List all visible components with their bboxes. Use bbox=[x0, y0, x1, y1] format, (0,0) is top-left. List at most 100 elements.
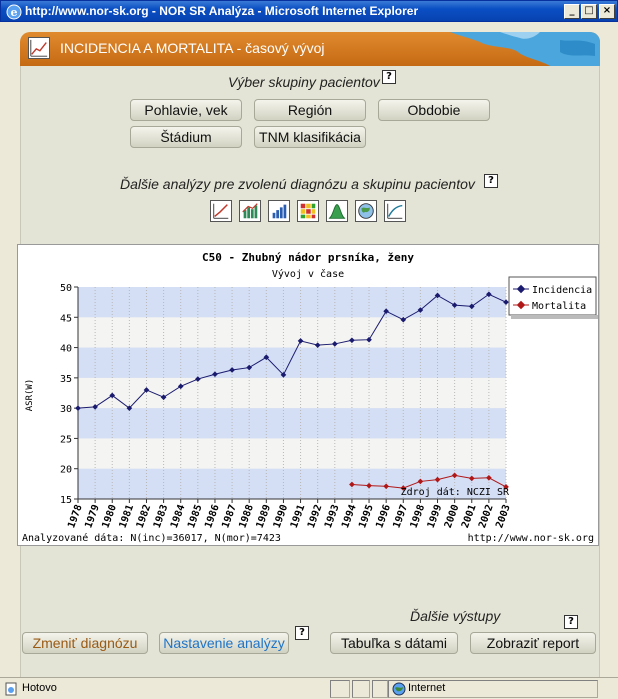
chart-footer-right: http://www.nor-sk.org bbox=[468, 533, 594, 544]
x-tick-label: 1982 bbox=[135, 503, 154, 529]
bar-chart-icon[interactable] bbox=[268, 200, 290, 222]
legend-box bbox=[508, 276, 597, 316]
x-tick-label: 1993 bbox=[323, 503, 342, 529]
status-segment-2 bbox=[352, 680, 370, 698]
x-tick-label: 1990 bbox=[272, 503, 291, 529]
stage-button[interactable]: Štádium bbox=[130, 126, 242, 148]
chart-footer-left: Analyzované dáta: N(inc)=36017, N(mor)=7… bbox=[22, 532, 281, 544]
heatmap-icon[interactable] bbox=[297, 200, 319, 222]
map-globe-icon[interactable] bbox=[355, 200, 377, 222]
data-point-incidencia bbox=[92, 404, 98, 410]
window-title: http://www.nor-sk.org - NOR SR Analýza -… bbox=[25, 4, 419, 18]
y-tick-label: 30 bbox=[60, 404, 72, 415]
change-diagnosis-button[interactable]: Zmeniť diagnózu bbox=[22, 632, 148, 654]
x-tick-label: 1998 bbox=[409, 503, 428, 529]
data-point-incidencia bbox=[366, 336, 372, 343]
maximize-button[interactable]: □ bbox=[581, 4, 597, 19]
status-zone-segment bbox=[388, 680, 598, 698]
data-table-button[interactable]: Tabuľka s dátami bbox=[330, 632, 458, 654]
data-point-mortalita bbox=[417, 478, 424, 485]
data-point-mortalita bbox=[486, 474, 492, 481]
x-tick-label: 1981 bbox=[118, 503, 137, 529]
tnm-classification-button[interactable]: TNM klasifikácia bbox=[254, 126, 366, 148]
page-done-icon bbox=[5, 682, 17, 696]
x-tick-label: 1994 bbox=[340, 503, 359, 529]
x-tick-label: 1979 bbox=[83, 503, 102, 529]
status-text: Hotovo bbox=[22, 682, 57, 694]
outputs-help-icon[interactable]: ? bbox=[564, 615, 578, 629]
chart-panel: C50 - Zhubný nádor prsníka, ženy Vývoj v… bbox=[17, 244, 599, 546]
outputs-label: Ďalšie výstupy bbox=[410, 608, 501, 624]
source-note: Zdroj dát: NCZI SR bbox=[401, 486, 510, 498]
x-tick-label: 1995 bbox=[357, 503, 376, 529]
area-bars-icon[interactable] bbox=[239, 200, 261, 222]
data-point-incidencia bbox=[400, 316, 407, 323]
y-tick-label: 50 bbox=[60, 283, 72, 294]
close-button[interactable]: × bbox=[599, 4, 615, 19]
period-button[interactable]: Obdobie bbox=[378, 99, 490, 121]
chart-title: C50 - Zhubný nádor prsníka, ženy bbox=[202, 251, 414, 264]
status-segment-1 bbox=[330, 680, 350, 698]
x-tick-label: 1984 bbox=[169, 503, 188, 529]
data-point-mortalita bbox=[383, 483, 389, 490]
data-point-mortalita bbox=[468, 475, 475, 482]
x-tick-label: 1989 bbox=[255, 503, 274, 529]
analysis-settings-button[interactable]: Nastavenie analýzy bbox=[159, 632, 289, 654]
chart-legend: Incidencia Mortalita bbox=[508, 276, 598, 319]
data-point-incidencia bbox=[314, 342, 321, 348]
y-axis-label: ASR(W) bbox=[25, 379, 35, 412]
status-segment-3 bbox=[372, 680, 388, 698]
data-point-incidencia bbox=[126, 405, 133, 411]
x-tick-label: 1978 bbox=[66, 503, 85, 529]
window-titlebar[interactable]: e http://www.nor-sk.org - NOR SR Analýza… bbox=[0, 0, 618, 22]
data-point-incidencia bbox=[109, 392, 116, 399]
data-point-mortalita bbox=[503, 484, 509, 490]
status-bar: Hotovo Internet bbox=[0, 677, 618, 699]
patient-group-label: Výber skupiny pacientov bbox=[228, 74, 380, 90]
data-point-incidencia bbox=[177, 383, 184, 390]
data-point-mortalita bbox=[349, 481, 355, 488]
legend-shadow bbox=[511, 315, 598, 319]
page-title: INCIDENCIA A MORTALITA - časový vývoj bbox=[60, 40, 325, 56]
region-button[interactable]: Región bbox=[254, 99, 366, 121]
x-tick-label: 1992 bbox=[306, 503, 325, 529]
x-tick-label: 1987 bbox=[220, 503, 239, 529]
y-tick-label: 15 bbox=[60, 495, 72, 506]
patient-group-help-icon[interactable]: ? bbox=[382, 70, 396, 84]
x-tick-label: 2003 bbox=[494, 503, 513, 529]
chart-subtitle: Vývoj v čase bbox=[272, 268, 344, 280]
ie-icon: e bbox=[6, 4, 22, 20]
status-zone-text: Internet bbox=[408, 682, 446, 694]
data-point-mortalita bbox=[366, 482, 372, 489]
x-tick-label: 1991 bbox=[289, 503, 308, 529]
internet-globe-icon bbox=[392, 682, 406, 696]
minimize-button[interactable]: _ bbox=[564, 4, 580, 19]
line-trend-icon[interactable] bbox=[210, 200, 232, 222]
curve-icon[interactable] bbox=[384, 200, 406, 222]
series-line-mortalita bbox=[351, 474, 507, 489]
distribution-icon[interactable] bbox=[326, 200, 348, 222]
y-tick-label: 40 bbox=[60, 344, 72, 355]
data-point-incidencia bbox=[297, 338, 304, 344]
show-report-button[interactable]: Zobraziť report bbox=[470, 632, 596, 654]
plot-band bbox=[78, 287, 506, 318]
time-trend-chart: C50 - Zhubný nádor prsníka, ženy Vývoj v… bbox=[22, 251, 598, 544]
x-tick-label: 1985 bbox=[186, 503, 205, 529]
analysis-settings-help-icon[interactable]: ? bbox=[295, 626, 309, 640]
x-tick-label: 1999 bbox=[426, 503, 445, 529]
data-point-mortalita bbox=[451, 472, 458, 479]
data-point-incidencia bbox=[280, 372, 287, 378]
plot-band bbox=[78, 408, 506, 439]
x-tick-label: 1996 bbox=[374, 503, 393, 529]
series-line-incidencia bbox=[77, 293, 507, 409]
x-tick-label: 2000 bbox=[443, 503, 462, 529]
further-analyses-help-icon[interactable]: ? bbox=[484, 174, 498, 188]
header-banner: INCIDENCIA A MORTALITA - časový vývoj bbox=[20, 32, 600, 66]
x-tick-label: 1988 bbox=[237, 503, 256, 529]
data-point-incidencia bbox=[212, 371, 218, 378]
line-chart-icon bbox=[28, 37, 50, 59]
map-decoration-icon bbox=[450, 32, 600, 66]
data-point-incidencia bbox=[486, 291, 492, 298]
x-tick-label: 1997 bbox=[392, 503, 411, 529]
sex-age-button[interactable]: Pohlavie, vek bbox=[130, 99, 242, 121]
